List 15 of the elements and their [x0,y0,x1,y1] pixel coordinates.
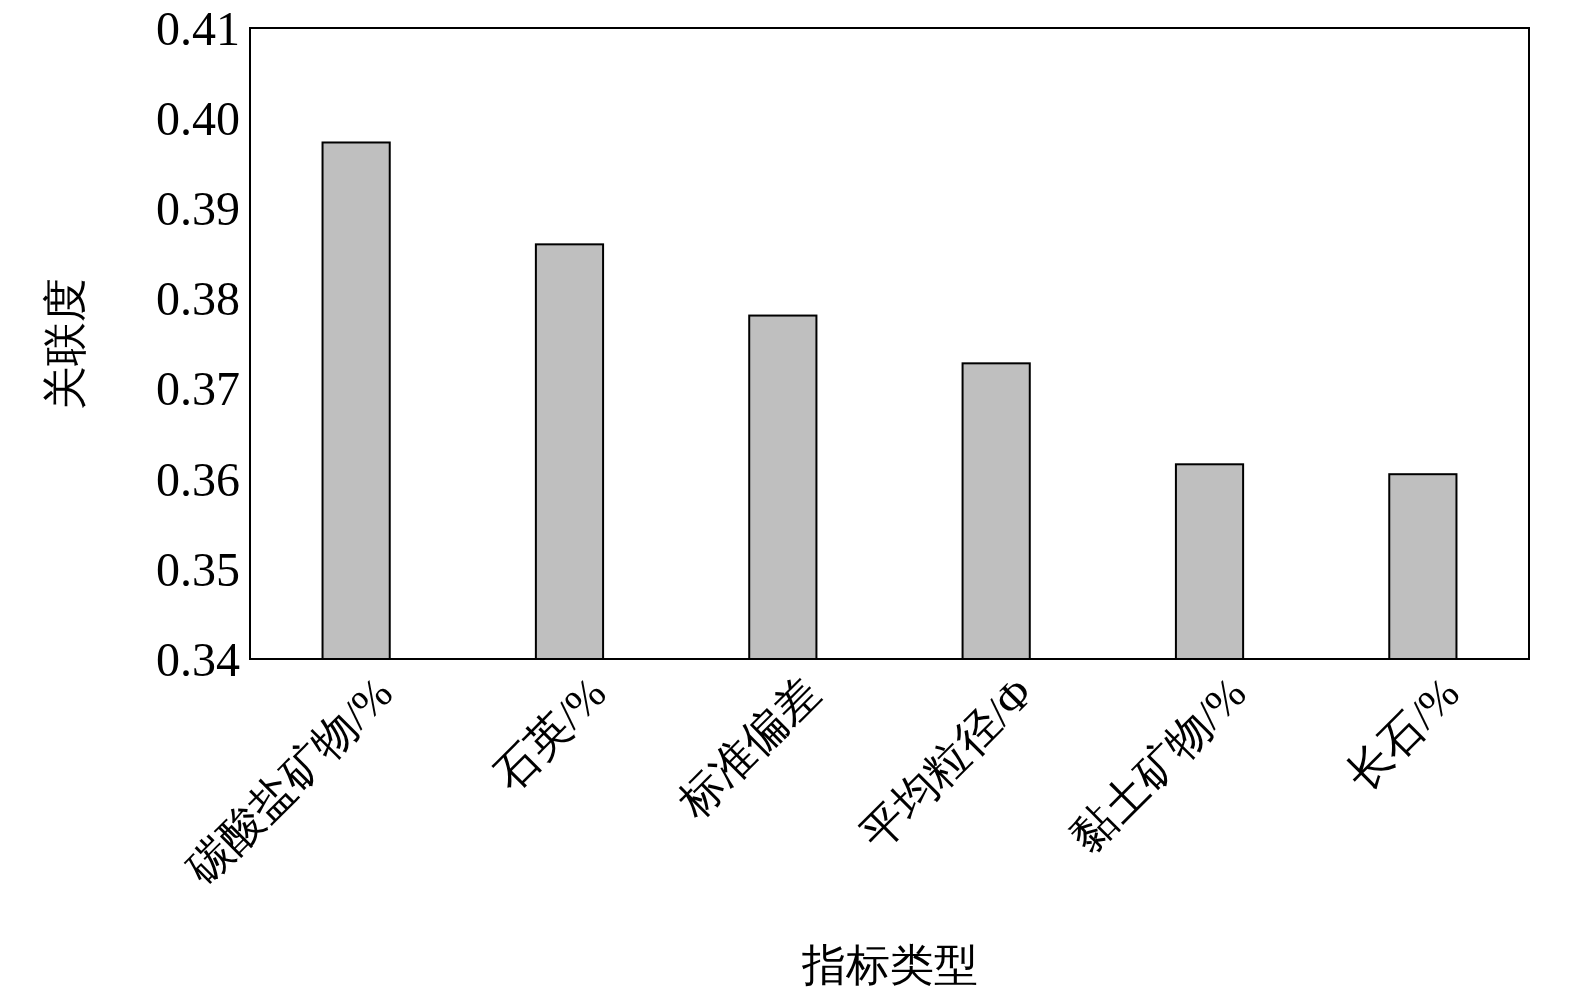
y-tick-label: 0.35 [156,542,240,596]
x-tick-label: 黏土矿物/% [1061,668,1256,862]
y-tick-label: 0.37 [156,362,240,416]
y-tick-label: 0.36 [156,452,240,506]
x-tick-label: 长石/% [1337,668,1469,800]
y-tick-label: 0.34 [156,632,240,686]
y-tick-label: 0.41 [156,1,240,55]
y-tick-label: 0.40 [156,91,240,145]
x-axis-title: 指标类型 [800,941,978,990]
y-axis-title: 关联度 [41,277,90,410]
x-tick-label: 石英/% [484,668,616,800]
x-tick-label: 平均粒径/Φ [851,668,1043,859]
y-tick-label: 0.38 [156,272,240,326]
x-tick-label: 标准偏差 [668,668,829,829]
y-tick-label: 0.39 [156,182,240,236]
